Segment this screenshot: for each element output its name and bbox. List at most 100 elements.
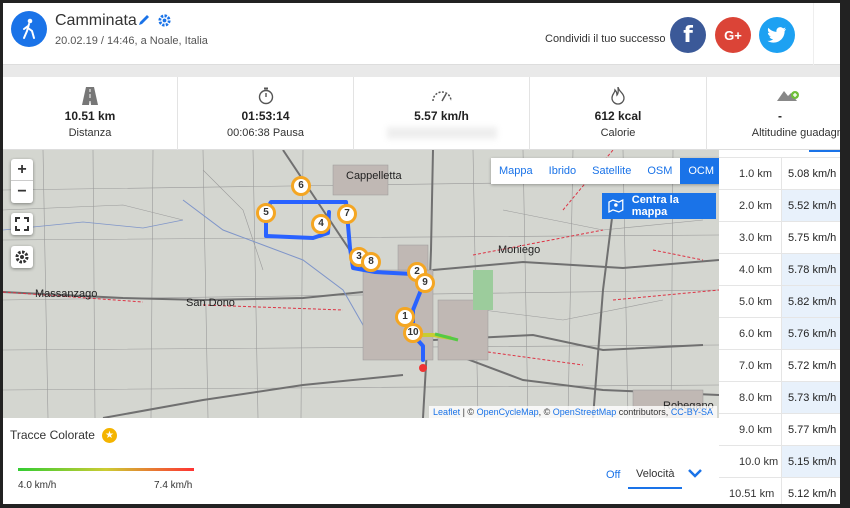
stat-value: - bbox=[778, 109, 782, 123]
stat-speed: 5.57 km/h bbox=[354, 77, 530, 150]
metric-select[interactable]: Velocità bbox=[628, 463, 682, 489]
star-icon: ★ bbox=[102, 428, 117, 443]
chevron-down-icon[interactable] bbox=[687, 466, 703, 484]
split-speed: 5.08 km/h bbox=[781, 158, 840, 189]
layer-satellite[interactable]: Satellite bbox=[592, 165, 632, 177]
route-marker[interactable]: 4 bbox=[311, 214, 331, 234]
speed-gradient-legend bbox=[18, 468, 194, 471]
stat-label: Distanza bbox=[68, 127, 112, 139]
layer-ocm[interactable]: OCM bbox=[680, 158, 719, 184]
table-row: 4.0 km 5.78 km/h bbox=[719, 254, 840, 286]
stat-duration: 01:53:14 00:06:38 Pausa bbox=[178, 77, 354, 150]
stat-value: 5.57 km/h bbox=[414, 109, 469, 123]
table-row: 8.0 km 5.73 km/h bbox=[719, 382, 840, 414]
split-distance: 7.0 km bbox=[739, 360, 773, 372]
splits-table: 1.0 km 5.08 km/h 2.0 km 5.52 km/h 3.0 km 5.… bbox=[719, 150, 840, 504]
stopwatch-icon bbox=[258, 87, 274, 110]
stat-calories: 612 kcal Calorie bbox=[530, 77, 707, 150]
layer-switcher: Mappa Ibrido Satellite OSM OCM bbox=[491, 158, 719, 184]
table-row: 10.51 km 5.12 km/h bbox=[719, 478, 840, 504]
center-map-button[interactable]: Centra la mappa bbox=[602, 193, 716, 219]
twitter-icon bbox=[767, 27, 786, 43]
separator-band bbox=[3, 65, 840, 77]
stat-label: Altitudine guadagnata bbox=[751, 127, 850, 139]
route-marker[interactable]: 9 bbox=[415, 273, 435, 293]
table-row: 3.0 km 5.75 km/h bbox=[719, 222, 840, 254]
split-distance: 3.0 km bbox=[739, 232, 773, 244]
place-label: Cappelletta bbox=[346, 170, 402, 182]
fullscreen-button[interactable] bbox=[11, 213, 33, 235]
route-map[interactable]: Cappelletta Moniego Massanzago San Dono … bbox=[3, 150, 719, 418]
place-label: Massanzago bbox=[35, 288, 98, 300]
split-speed: 5.52 km/h bbox=[781, 190, 840, 221]
place-label: Moniego bbox=[498, 244, 541, 256]
route-marker[interactable]: 6 bbox=[291, 176, 311, 196]
gear-icon bbox=[15, 250, 29, 264]
split-distance: 6.0 km bbox=[739, 328, 773, 340]
table-row: 6.0 km 5.76 km/h bbox=[719, 318, 840, 350]
split-distance: 8.0 km bbox=[739, 392, 773, 404]
gradient-min-label: 4.0 km/h bbox=[18, 480, 57, 491]
stats-bar: 10.51 km Distanza 01:53:14 00:06:38 Paus… bbox=[3, 77, 840, 150]
speedometer-icon bbox=[431, 87, 453, 108]
map-icon bbox=[608, 199, 624, 213]
zoom-in-button[interactable]: + bbox=[11, 159, 33, 181]
stat-label: Calorie bbox=[600, 127, 636, 139]
google-plus-share-button[interactable]: G+ bbox=[715, 17, 751, 53]
stat-distance: 10.51 km Distanza bbox=[3, 77, 178, 150]
table-row: 9.0 km 5.77 km/h bbox=[719, 414, 840, 446]
stat-value: 10.51 km bbox=[64, 109, 116, 123]
pencil-icon[interactable] bbox=[137, 13, 151, 32]
facebook-icon: f bbox=[683, 22, 693, 48]
table-row: 7.0 km 5.72 km/h bbox=[719, 350, 840, 382]
table-row: 1.0 km 5.08 km/h bbox=[719, 158, 840, 190]
split-distance: 1.0 km bbox=[739, 168, 773, 180]
zoom-control: + − bbox=[11, 159, 33, 203]
table-row: 5.0 km 5.82 km/h bbox=[719, 286, 840, 318]
license-link[interactable]: CC-BY-SA bbox=[670, 407, 713, 417]
off-option[interactable]: Off bbox=[606, 469, 621, 481]
split-speed: 5.12 km/h bbox=[781, 478, 840, 504]
split-speed: 5.72 km/h bbox=[781, 350, 840, 381]
map-attribution: Leaflet | © OpenCycleMap, © OpenStreetMa… bbox=[429, 406, 717, 418]
gradient-max-label: 7.4 km/h bbox=[154, 480, 193, 491]
route-marker[interactable]: 5 bbox=[256, 203, 276, 223]
split-speed: 5.15 km/h bbox=[781, 446, 840, 477]
attribution-text: | © bbox=[460, 407, 477, 417]
center-map-label: Centra la mappa bbox=[631, 194, 679, 218]
split-distance: 4.0 km bbox=[739, 264, 773, 276]
route-marker[interactable]: 8 bbox=[361, 252, 381, 272]
split-distance: 2.0 km bbox=[739, 200, 773, 212]
google-plus-icon: G+ bbox=[724, 27, 742, 43]
attribution-text: contributors, bbox=[616, 407, 671, 417]
table-row: 2.0 km 5.52 km/h bbox=[719, 190, 840, 222]
road-icon bbox=[81, 87, 99, 110]
activity-subtitle: 20.02.19 / 14:46, a Noale, Italia bbox=[55, 35, 208, 47]
elevation-icon bbox=[776, 87, 801, 108]
layer-mappa[interactable]: Mappa bbox=[499, 165, 533, 177]
opencyclemap-link[interactable]: OpenCycleMap bbox=[476, 407, 539, 417]
stat-value: 01:53:14 bbox=[241, 109, 290, 123]
route-marker[interactable]: 10 bbox=[403, 323, 423, 343]
activity-header: Camminata 20.02.19 / 14:46, a Noale, Ita… bbox=[3, 3, 840, 65]
gear-icon[interactable] bbox=[157, 13, 172, 33]
facebook-share-button[interactable]: f bbox=[670, 17, 706, 53]
zoom-out-button[interactable]: − bbox=[17, 183, 27, 200]
leaflet-link[interactable]: Leaflet bbox=[433, 407, 461, 417]
split-distance: 10.0 km bbox=[739, 456, 779, 468]
header-right-panel bbox=[813, 3, 840, 65]
route-marker[interactable]: 7 bbox=[337, 204, 357, 224]
place-label: San Dono bbox=[186, 297, 235, 309]
openstreetmap-link[interactable]: OpenStreetMap bbox=[552, 407, 617, 417]
layer-ibrido[interactable]: Ibrido bbox=[548, 165, 577, 177]
map-settings-button[interactable] bbox=[11, 246, 33, 268]
stat-label: 00:06:38 Pausa bbox=[226, 127, 305, 139]
stat-value: 612 kcal bbox=[594, 109, 642, 123]
twitter-share-button[interactable] bbox=[759, 17, 795, 53]
split-speed: 5.77 km/h bbox=[781, 414, 840, 445]
walking-icon bbox=[11, 11, 47, 47]
attribution-text: , © bbox=[538, 407, 553, 417]
layer-osm[interactable]: OSM bbox=[647, 165, 673, 177]
table-header bbox=[719, 150, 840, 158]
